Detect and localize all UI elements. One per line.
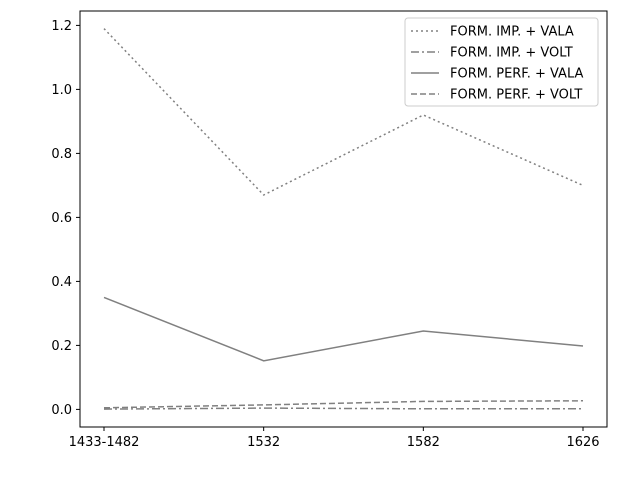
y-tick-label: 1.2 (51, 19, 72, 34)
legend-label-0: FORM. IMP. + VALA (450, 25, 574, 40)
y-tick-label: 1.0 (51, 83, 72, 98)
x-axis: 1433-1482 1532 1582 1626 (69, 427, 600, 450)
y-tick-label: 0.2 (51, 339, 72, 354)
legend: FORM. IMP. + VALA FORM. IMP. + VOLT FORM. … (404, 17, 599, 107)
series-line-3 (103, 400, 584, 409)
x-tick-label: 1532 (247, 435, 280, 450)
y-tick-label: 0.6 (51, 211, 72, 226)
series-line-2 (103, 296, 584, 362)
y-axis: 0.0 0.2 0.4 0.6 0.8 1.0 1.2 (51, 19, 80, 418)
series-layer (103, 28, 584, 410)
legend-box (404, 17, 599, 107)
series-line-0 (103, 28, 584, 196)
y-tick-label: 0.0 (51, 403, 72, 418)
legend-label-2: FORM. PERF. + VALA (450, 67, 583, 82)
y-tick-label: 0.8 (51, 147, 72, 162)
x-tick-label: 1433-1482 (69, 435, 140, 450)
x-tick-label: 1582 (407, 435, 440, 450)
y-tick-label: 0.4 (51, 275, 72, 290)
legend-label-1: FORM. IMP. + VOLT (450, 46, 573, 61)
plot-frame (79, 10, 608, 428)
legend-label-3: FORM. PERF. + VOLT (450, 88, 582, 103)
x-tick-label: 1626 (566, 435, 599, 450)
